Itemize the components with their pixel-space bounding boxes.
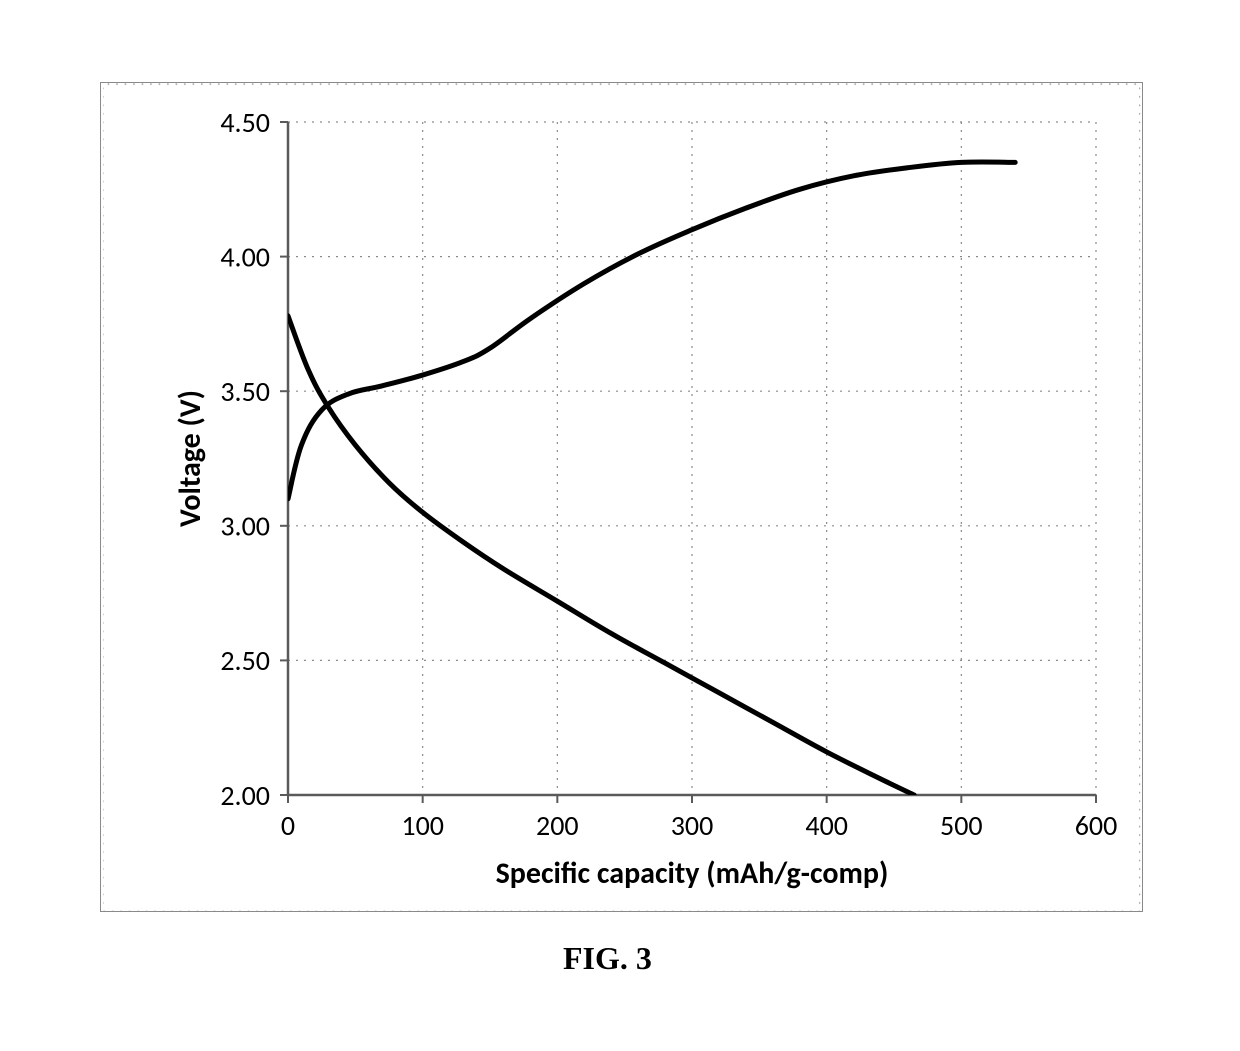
svg-text:200: 200 — [536, 808, 579, 843]
chart-frame: 0 100 200 300 400 500 600 2.00 2.50 3.00 3.50 4.00 4… — [100, 82, 1143, 912]
svg-text:0: 0 — [281, 808, 295, 843]
voltage-capacity-chart: 0 100 200 300 400 500 600 2.00 2.50 3.00 3.50 4.00 4… — [100, 82, 1143, 912]
svg-text:2.00: 2.00 — [220, 778, 270, 813]
svg-text:500: 500 — [940, 808, 983, 843]
figure-caption: FIG. 3 — [563, 940, 652, 977]
x-axis-label: Specific capacity (mAh/g-comp) — [496, 855, 889, 892]
svg-text:4.50: 4.50 — [220, 105, 270, 140]
svg-text:4.00: 4.00 — [220, 239, 270, 274]
svg-text:600: 600 — [1075, 808, 1118, 843]
svg-text:3.50: 3.50 — [220, 374, 270, 409]
svg-text:2.50: 2.50 — [220, 643, 270, 678]
svg-text:3.00: 3.00 — [220, 509, 270, 544]
svg-text:400: 400 — [805, 808, 848, 843]
y-axis-label: Voltage (V) — [172, 390, 209, 527]
svg-text:300: 300 — [671, 808, 714, 843]
page: 0 100 200 300 400 500 600 2.00 2.50 3.00 3.50 4.00 4… — [0, 0, 1240, 1051]
svg-text:100: 100 — [401, 808, 444, 843]
